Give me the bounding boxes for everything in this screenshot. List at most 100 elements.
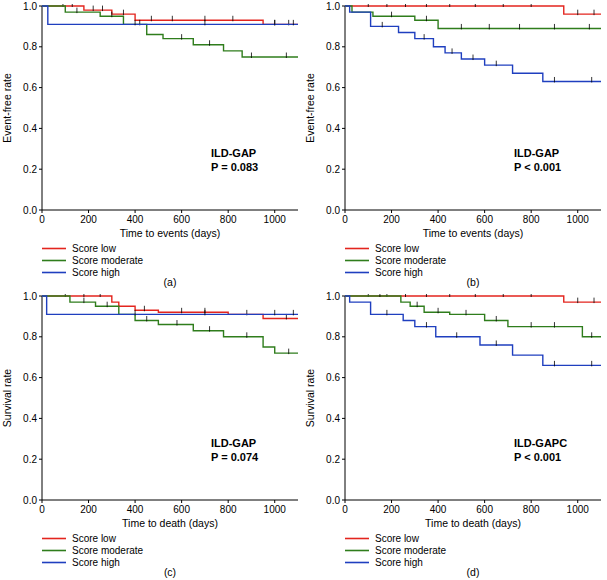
- x-tick: [531, 210, 532, 213]
- censor-mark: [519, 24, 520, 30]
- censor-mark: [461, 24, 462, 30]
- y-tick-label: 1.0: [326, 291, 340, 302]
- censor-mark: [209, 326, 210, 332]
- survival-curve: [42, 296, 298, 353]
- x-tick-label: 400: [430, 504, 447, 515]
- legend-label: Score high: [72, 557, 120, 568]
- x-tick: [577, 210, 578, 213]
- x-tick: [135, 500, 136, 503]
- censor-mark: [405, 4, 406, 7]
- censor-mark: [503, 4, 504, 7]
- y-tick-label: 0.6: [23, 372, 37, 383]
- x-axis: [42, 210, 298, 211]
- y-tick: [342, 87, 345, 88]
- y-tick-label: 1.0: [23, 291, 37, 302]
- censor-mark: [274, 310, 275, 316]
- y-tick: [342, 6, 345, 7]
- censor-mark: [288, 349, 289, 355]
- censor-mark: [452, 48, 453, 54]
- x-tick-label: 0: [39, 504, 45, 515]
- x-tick: [42, 210, 43, 213]
- panel: 0.00.20.40.60.81.002004006008001000Time …: [304, 291, 601, 579]
- legend-label: Score moderate: [72, 545, 144, 556]
- censor-mark: [151, 16, 152, 22]
- annotation: P < 0.001: [514, 451, 561, 463]
- censor-mark: [591, 332, 592, 338]
- x-tick: [181, 210, 182, 213]
- x-tick-label: 600: [173, 214, 190, 225]
- x-tick-label: 400: [127, 504, 144, 515]
- censor-mark: [382, 22, 383, 28]
- y-tick-label: 1.0: [23, 1, 37, 12]
- y-axis: [42, 296, 43, 500]
- legend-swatch: [345, 562, 369, 564]
- censor-mark: [554, 322, 555, 328]
- censor-mark: [426, 16, 427, 22]
- censor-mark: [368, 4, 369, 7]
- y-tick: [342, 418, 345, 419]
- x-tick: [438, 210, 439, 213]
- annotation: P < 0.001: [514, 161, 561, 173]
- censor-mark: [293, 20, 294, 26]
- censor-mark: [107, 302, 108, 308]
- y-axis-title: Survival rate: [304, 369, 316, 428]
- x-tick-label: 0: [342, 214, 348, 225]
- x-tick: [577, 500, 578, 503]
- legend-label: Score low: [375, 533, 420, 544]
- figure: 0.00.20.40.60.81.002004006008001000Time …: [0, 0, 607, 580]
- censor-mark: [386, 4, 387, 7]
- x-tick-label: 400: [430, 214, 447, 225]
- censor-mark: [274, 20, 275, 26]
- censor-mark: [111, 12, 112, 18]
- survival-curve: [345, 296, 601, 302]
- censor-mark: [426, 322, 427, 328]
- legend-swatch: [42, 538, 66, 540]
- legend-swatch: [42, 272, 66, 274]
- censor-mark: [93, 6, 94, 12]
- y-tick: [39, 336, 42, 337]
- plot-area: [42, 4, 298, 58]
- legend-swatch: [345, 538, 369, 540]
- censor-mark: [591, 77, 592, 83]
- censor-mark: [135, 310, 136, 316]
- censor-mark: [426, 4, 427, 7]
- legend-label: Score high: [375, 557, 423, 568]
- y-tick-label: 0.2: [326, 454, 340, 465]
- y-tick: [39, 296, 42, 297]
- survival-curve: [345, 6, 601, 28]
- legend-label: Score moderate: [375, 255, 447, 266]
- censor-mark: [72, 4, 73, 7]
- censor-mark: [489, 24, 490, 30]
- y-tick-label: 0.0: [23, 495, 37, 506]
- legend-label: Score high: [72, 267, 120, 278]
- y-tick-label: 0.8: [23, 331, 37, 342]
- y-tick-label: 0.2: [23, 454, 37, 465]
- x-axis-title: Time to death (days): [425, 517, 521, 529]
- censor-mark: [417, 302, 418, 308]
- y-tick-label: 0.4: [23, 123, 37, 134]
- x-tick-label: 600: [173, 504, 190, 515]
- x-tick-label: 200: [383, 214, 400, 225]
- legend-swatch: [42, 562, 66, 564]
- censor-mark: [76, 8, 77, 14]
- survival-curve: [345, 296, 601, 365]
- annotation: ILD-GAP: [211, 437, 256, 449]
- censor-mark: [83, 298, 84, 304]
- y-tick-label: 1.0: [326, 1, 340, 12]
- y-tick: [39, 128, 42, 129]
- x-tick: [135, 210, 136, 213]
- censor-mark: [496, 61, 497, 67]
- y-tick-label: 0.4: [326, 413, 340, 424]
- censor-mark: [100, 294, 101, 297]
- x-tick-label: 200: [80, 214, 97, 225]
- censor-mark: [246, 332, 247, 338]
- survival-curve: [345, 6, 601, 81]
- x-tick-label: 200: [80, 504, 97, 515]
- y-tick: [39, 418, 42, 419]
- annotation: ILD-GAP: [211, 147, 256, 159]
- y-axis: [345, 6, 346, 210]
- censor-mark: [181, 34, 182, 40]
- censor-mark: [424, 34, 425, 40]
- plot-area: [345, 294, 601, 366]
- x-tick: [88, 210, 89, 213]
